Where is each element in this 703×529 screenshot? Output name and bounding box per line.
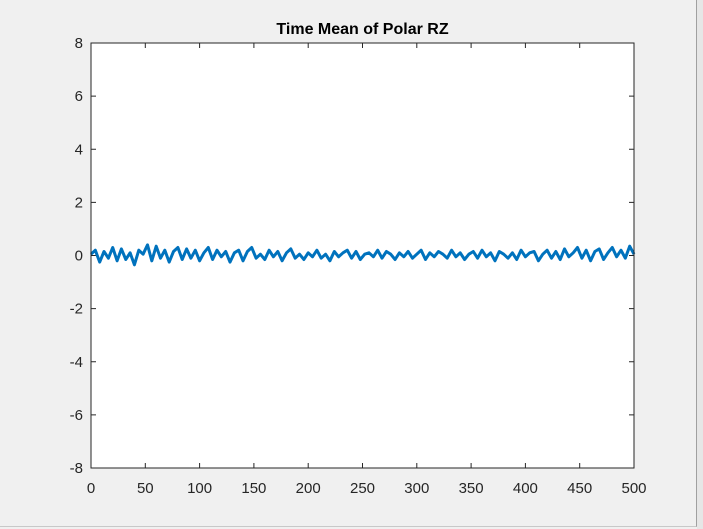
y-tick-label: 0 (75, 248, 83, 265)
chart-title: Time Mean of Polar RZ (276, 21, 448, 38)
y-tick-label: 8 (75, 35, 83, 52)
series-line (89, 243, 636, 267)
y-tick-labels: -8 -6 -4 -2 0 2 4 6 8 (70, 35, 83, 477)
axes-box (90, 42, 635, 469)
x-tick-label: 200 (296, 480, 321, 497)
x-tick-labels: 0 50 100 150 200 250 300 350 400 450 500 (87, 480, 647, 497)
y-tick-label: 4 (75, 141, 83, 158)
y-tick-label: -8 (70, 460, 83, 477)
x-tick-label: 400 (513, 480, 538, 497)
window-edge (697, 0, 703, 529)
x-tick-label: 150 (241, 480, 266, 497)
x-tick-label: 500 (621, 480, 646, 497)
x-tick-label: 0 (87, 480, 95, 497)
y-tick-label: -4 (70, 354, 83, 371)
y-tick-label: -6 (70, 407, 83, 424)
x-tick-label: 300 (404, 480, 429, 497)
x-tick-label: 50 (137, 480, 154, 497)
x-tick-label: 450 (567, 480, 592, 497)
y-tick-label: 6 (75, 88, 83, 105)
x-tick-label: 100 (187, 480, 212, 497)
x-tick-label: 250 (350, 480, 375, 497)
y-tick-label: -2 (70, 301, 83, 318)
y-tick-label: 2 (75, 194, 83, 211)
x-tick-label: 350 (459, 480, 484, 497)
